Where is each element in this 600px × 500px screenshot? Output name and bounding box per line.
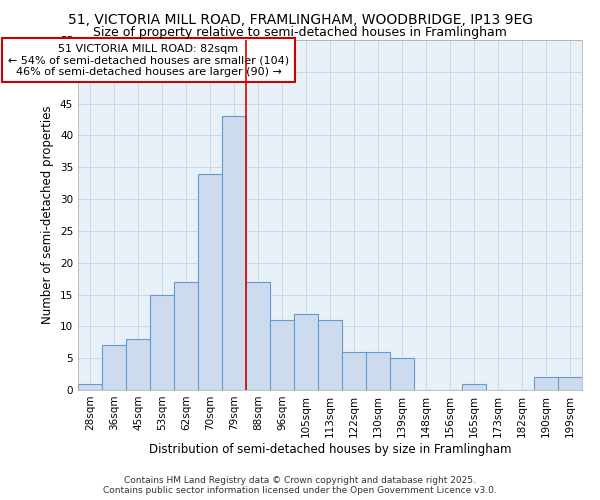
Bar bbox=[342, 352, 366, 390]
Bar bbox=[198, 174, 222, 390]
Bar bbox=[366, 352, 390, 390]
Bar bbox=[150, 294, 174, 390]
Bar bbox=[246, 282, 270, 390]
Text: 51, VICTORIA MILL ROAD, FRAMLINGHAM, WOODBRIDGE, IP13 9EG: 51, VICTORIA MILL ROAD, FRAMLINGHAM, WOO… bbox=[67, 12, 533, 26]
Y-axis label: Number of semi-detached properties: Number of semi-detached properties bbox=[41, 106, 55, 324]
Bar bbox=[558, 378, 582, 390]
Bar bbox=[222, 116, 246, 390]
Text: 51 VICTORIA MILL ROAD: 82sqm
← 54% of semi-detached houses are smaller (104)
46%: 51 VICTORIA MILL ROAD: 82sqm ← 54% of se… bbox=[8, 44, 289, 76]
Bar bbox=[534, 378, 558, 390]
Text: Contains HM Land Registry data © Crown copyright and database right 2025.
Contai: Contains HM Land Registry data © Crown c… bbox=[103, 476, 497, 495]
Bar bbox=[390, 358, 414, 390]
X-axis label: Distribution of semi-detached houses by size in Framlingham: Distribution of semi-detached houses by … bbox=[149, 442, 511, 456]
Bar bbox=[78, 384, 102, 390]
Bar bbox=[318, 320, 342, 390]
Bar bbox=[174, 282, 198, 390]
Bar bbox=[126, 339, 150, 390]
Bar bbox=[102, 346, 126, 390]
Bar bbox=[294, 314, 318, 390]
Text: Size of property relative to semi-detached houses in Framlingham: Size of property relative to semi-detach… bbox=[93, 26, 507, 39]
Bar bbox=[462, 384, 486, 390]
Bar bbox=[270, 320, 294, 390]
